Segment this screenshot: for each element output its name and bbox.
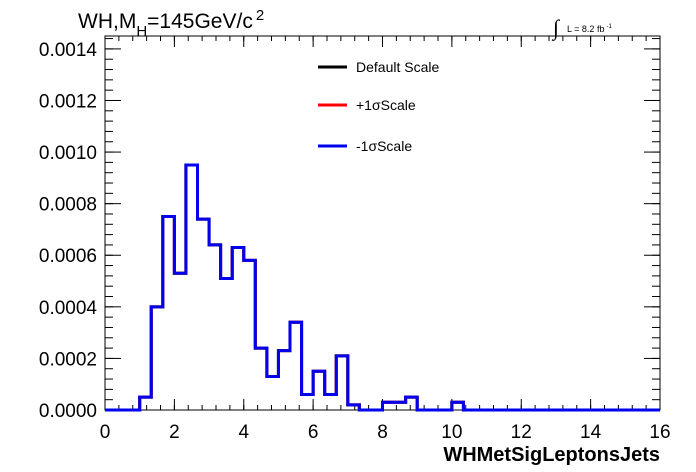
x-tick-label: 12 <box>511 422 532 443</box>
y-tick-label: 0.0012 <box>39 91 97 112</box>
x-axis-label: WHMetSigLeptonsJets <box>443 444 660 466</box>
integral-sign: ∫ <box>551 15 561 41</box>
y-tick-label: 0.0002 <box>39 349 97 370</box>
lumi-annotation: ∫ L = 8.2 fb -1 <box>551 15 612 41</box>
x-tick-label: 2 <box>169 422 180 443</box>
legend-label-1: +1σScale <box>356 97 416 113</box>
chart-title-superscript: 2 <box>256 7 264 24</box>
legend-label-2: -1σScale <box>356 138 412 154</box>
x-tick-label: 4 <box>238 422 249 443</box>
chart-title-rest: =145GeV/c <box>147 10 253 33</box>
lumi-label-superscript: -1 <box>606 24 612 30</box>
y-tick-label: 0.0006 <box>39 246 97 267</box>
x-tick-label: 10 <box>441 422 462 443</box>
chart-title-subscript: H <box>136 23 147 40</box>
x-tick-label: 8 <box>377 422 388 443</box>
lumi-label-text: L = 8.2 fb <box>567 24 604 34</box>
legend: Default Scale +1σScale -1σScale <box>318 59 439 154</box>
axes: 0 2 4 6 8 10 12 14 16 0.0000 0.0002 0.0004 0.0006 0.0… <box>39 36 671 443</box>
x-tick-label: 6 <box>308 422 319 443</box>
chart-title: WH,MH=145GeV/c 2 <box>78 7 264 40</box>
x-tick-label: 14 <box>580 422 602 443</box>
y-tick-label: 0.0004 <box>39 298 98 319</box>
chart-title-main: WH,M <box>78 10 136 33</box>
lumi-label: L = 8.2 fb -1 <box>567 24 612 34</box>
x-tick-label: 0 <box>100 422 111 443</box>
y-tick-label: 0.0000 <box>39 401 97 422</box>
y-tick-label: 0.0010 <box>39 143 97 164</box>
series-line-2 <box>105 163 660 412</box>
y-tick-label: 0.0008 <box>39 195 97 216</box>
y-tick-label: 0.0014 <box>39 40 98 61</box>
x-tick-label: 16 <box>649 422 670 443</box>
legend-label-0: Default Scale <box>356 59 439 75</box>
series-group <box>105 163 660 412</box>
